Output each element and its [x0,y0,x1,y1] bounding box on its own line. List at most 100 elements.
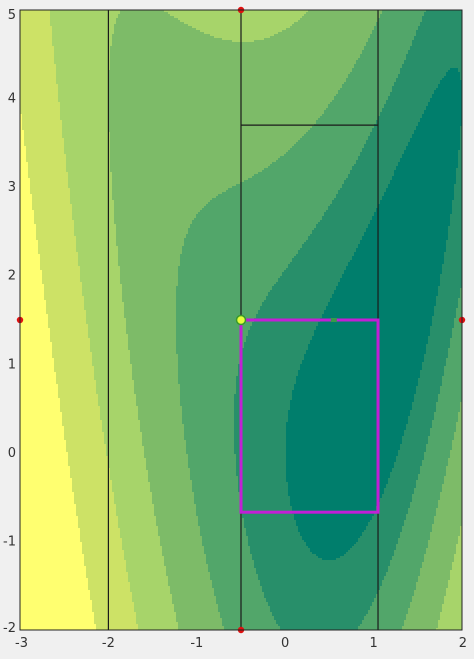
contour-band [198,516,242,518]
contour-band [70,476,110,478]
contour-band [26,146,64,148]
contour-band [48,318,86,320]
contour-band [112,196,216,198]
contour-band [330,300,436,302]
contour-band [42,280,80,282]
contour-band [426,350,448,352]
contour-band [440,612,462,614]
contour-band [416,584,448,586]
contour-band [408,142,460,144]
contour-band [382,584,416,586]
contour-band [388,480,416,482]
contour-band [446,468,462,470]
contour-band [286,446,400,448]
contour-band [456,548,462,550]
contour-band [430,98,462,100]
contour-band [432,422,456,424]
contour-band [426,344,450,346]
contour-band [270,610,368,612]
contour-band [110,142,296,144]
contour-band [154,510,196,512]
contour-band [20,158,26,160]
contour-band [20,22,50,24]
contour-band [20,544,82,546]
contour-band [390,92,434,94]
contour-band [110,168,264,170]
contour-band [20,284,44,286]
contour-band [394,170,456,172]
contour-band [236,462,286,464]
contour-band [268,602,372,604]
contour-band [418,474,446,476]
contour-band [126,324,176,326]
contour-band [168,12,306,14]
contour-band [20,534,80,536]
contour-band [178,284,274,286]
contour-band [204,550,250,552]
contour-band [52,30,114,32]
overlay [16,6,466,634]
contour-band [106,454,144,456]
contour-band [374,600,412,602]
contour-band [170,590,214,592]
contour-band [110,152,286,154]
contour-band [270,164,354,166]
contour-band [44,298,84,300]
contour-band [258,578,384,580]
contour-band [402,438,428,440]
contour-band [152,502,194,504]
contour-band [58,390,96,392]
contour-band [448,236,462,238]
contour-band [142,444,186,446]
contour-band [292,258,352,260]
contour-band [40,260,78,262]
contour-band [128,334,176,336]
contour-band [354,164,398,166]
contour-band [62,122,108,124]
contour-band [20,300,46,302]
contour-band [460,140,462,142]
contour-band [20,478,72,480]
contour-band [202,542,248,544]
contour-band [36,230,74,232]
contour-band [358,158,400,160]
contour-band [26,158,66,160]
contour-band [20,440,66,442]
contour-band [110,158,278,160]
contour-band [440,392,462,394]
contour-band [406,146,460,148]
contour-band [400,448,426,450]
contour-band [370,220,450,222]
contour-band [238,490,288,492]
contour-band [424,554,454,556]
contour-band [178,266,288,268]
contour-band [452,204,462,206]
contour-band [294,514,374,516]
contour-band [20,192,30,194]
contour-band [332,200,380,202]
contour-band [184,426,234,428]
contour-band [176,352,242,354]
contour-band [454,326,462,328]
contour-band [118,252,182,254]
contour-band [212,584,260,586]
contour-band [186,450,234,452]
contour-band [20,360,54,362]
contour-band [176,304,262,306]
contour-band [40,266,80,268]
contour-band [440,284,462,286]
contour-band [458,416,462,418]
contour-band [126,560,164,562]
contour-band [376,120,420,122]
contour-band [104,436,142,438]
contour-band [74,234,116,236]
contour-band [372,602,410,604]
contour-band [292,394,414,396]
contour-band [180,260,292,262]
contour-band [286,452,398,454]
contour-band [234,452,286,454]
contour-band [144,446,186,448]
contour-band [408,422,432,424]
contour-band [176,302,262,304]
contour-band [148,478,190,480]
